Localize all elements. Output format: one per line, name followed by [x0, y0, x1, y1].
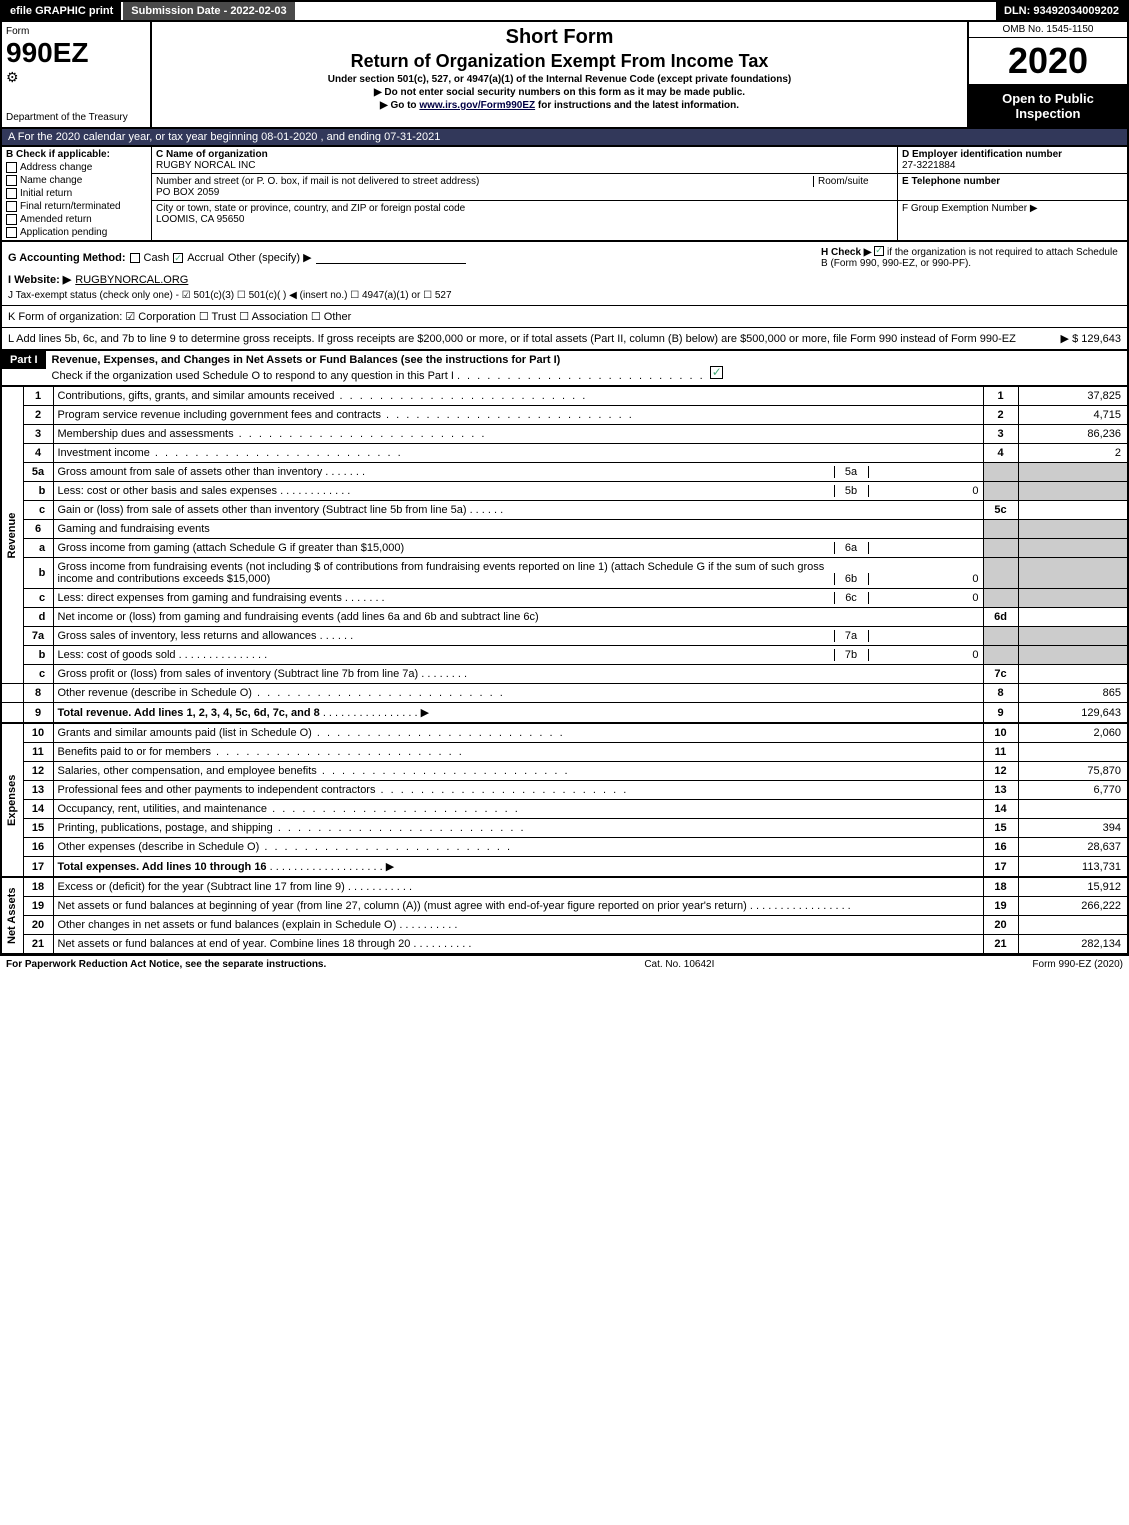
netassets-sidelabel: Net Assets [1, 877, 23, 954]
form-label: Form [6, 26, 146, 37]
room-suite-label: Room/suite [813, 176, 893, 187]
chk-initial-return[interactable]: Initial return [6, 188, 147, 199]
line1-value: 37,825 [1018, 387, 1128, 406]
part1-table: Revenue 1 Contributions, gifts, grants, … [0, 387, 1129, 955]
form-number: 990EZ [6, 37, 146, 69]
do-not-enter: ▶ Do not enter social security numbers o… [160, 87, 959, 98]
goto-line: ▶ Go to www.irs.gov/Form990EZ for instru… [160, 100, 959, 111]
c-city-label: City or town, state or province, country… [156, 203, 893, 214]
section-b: B Check if applicable: Address change Na… [2, 147, 152, 240]
line16-value: 28,637 [1018, 838, 1128, 857]
c-street-label: Number and street (or P. O. box, if mail… [156, 176, 813, 187]
line15-value: 394 [1018, 819, 1128, 838]
revenue-sidelabel: Revenue [1, 387, 23, 684]
footer-left: For Paperwork Reduction Act Notice, see … [6, 959, 326, 970]
chk-address-change[interactable]: Address change [6, 162, 147, 173]
line13-value: 6,770 [1018, 781, 1128, 800]
page-footer: For Paperwork Reduction Act Notice, see … [0, 955, 1129, 973]
chk-h[interactable] [874, 246, 884, 256]
rows-g-to-l: G Accounting Method: Cash Accrual Other … [0, 242, 1129, 351]
footer-form: Form 990-EZ (2020) [1032, 959, 1123, 970]
line14-value [1018, 800, 1128, 819]
row-a-tax-year: A For the 2020 calendar year, or tax yea… [0, 129, 1129, 147]
tax-year: 2020 [969, 38, 1127, 85]
line4-value: 2 [1018, 444, 1128, 463]
part1-title: Revenue, Expenses, and Changes in Net As… [52, 354, 561, 366]
line6d-value [1018, 608, 1128, 627]
line7c-value [1018, 665, 1128, 684]
top-bar: efile GRAPHIC print Submission Date - 20… [0, 0, 1129, 22]
irs-link[interactable]: www.irs.gov/Form990EZ [419, 100, 535, 111]
line10-value: 2,060 [1018, 723, 1128, 743]
line17-value: 113,731 [1018, 857, 1128, 878]
efile-label[interactable]: efile GRAPHIC print [2, 2, 121, 20]
line2-value: 4,715 [1018, 406, 1128, 425]
expenses-sidelabel: Expenses [1, 723, 23, 877]
row-l-value: ▶ $ 129,643 [1061, 332, 1121, 345]
chk-schedule-o[interactable] [710, 366, 723, 379]
chk-accrual[interactable] [173, 253, 183, 263]
org-street: PO BOX 2059 [156, 187, 893, 198]
submission-date: Submission Date - 2022-02-03 [121, 2, 294, 20]
line8-value: 865 [1018, 684, 1128, 703]
part1-label: Part I [2, 351, 46, 369]
c-name-label: C Name of organization [156, 149, 268, 160]
section-d: D Employer identification number 27-3221… [897, 147, 1127, 240]
g-label: G Accounting Method: [8, 252, 126, 264]
row-k: K Form of organization: ☑ Corporation ☐ … [8, 310, 1121, 323]
group-exemption-label: F Group Exemption Number ▶ [902, 203, 1123, 214]
org-name: RUGBY NORCAL INC [156, 160, 893, 171]
chk-name-change[interactable]: Name change [6, 175, 147, 186]
dln: DLN: 93492034009202 [996, 2, 1127, 20]
part1-header-row: Part I Revenue, Expenses, and Changes in… [0, 351, 1129, 387]
line12-value: 75,870 [1018, 762, 1128, 781]
chk-amended-return[interactable]: Amended return [6, 214, 147, 225]
section-b-label: B Check if applicable: [6, 149, 147, 160]
chk-final-return[interactable]: Final return/terminated [6, 201, 147, 212]
tel-label: E Telephone number [902, 176, 1123, 187]
line20-value [1018, 916, 1128, 935]
line19-value: 266,222 [1018, 897, 1128, 916]
org-city: LOOMIS, CA 95650 [156, 214, 893, 225]
open-public: Open to Public Inspection [969, 85, 1127, 127]
line5c-value [1018, 501, 1128, 520]
section-c: C Name of organization RUGBY NORCAL INC … [152, 147, 897, 240]
form-header: Form 990EZ ⚙ Department of the Treasury … [0, 22, 1129, 129]
line18-value: 15,912 [1018, 877, 1128, 897]
part1-check-text: Check if the organization used Schedule … [52, 370, 454, 382]
i-label: I Website: ▶ [8, 273, 71, 286]
chk-application-pending[interactable]: Application pending [6, 227, 147, 238]
dept-treasury: Department of the Treasury [6, 112, 146, 123]
line11-value [1018, 743, 1128, 762]
row-l-text: L Add lines 5b, 6c, and 7b to line 9 to … [8, 333, 1057, 345]
under-section: Under section 501(c), 527, or 4947(a)(1)… [160, 74, 959, 85]
ein-value: 27-3221884 [902, 160, 1123, 171]
website-value[interactable]: RUGBYNORCAL.ORG [75, 274, 188, 286]
line3-value: 86,236 [1018, 425, 1128, 444]
return-title: Return of Organization Exempt From Incom… [160, 51, 959, 72]
section-bcd: B Check if applicable: Address change Na… [0, 147, 1129, 242]
line9-value: 129,643 [1018, 703, 1128, 724]
chk-cash[interactable] [130, 253, 140, 263]
ein-label: D Employer identification number [902, 149, 1123, 160]
omb-number: OMB No. 1545-1150 [969, 22, 1127, 38]
short-form-title: Short Form [160, 26, 959, 49]
h-label: H Check ▶ [821, 247, 871, 258]
footer-cat: Cat. No. 10642I [326, 959, 1032, 970]
row-j: J Tax-exempt status (check only one) - ☑… [8, 290, 1121, 301]
line21-value: 282,134 [1018, 935, 1128, 955]
